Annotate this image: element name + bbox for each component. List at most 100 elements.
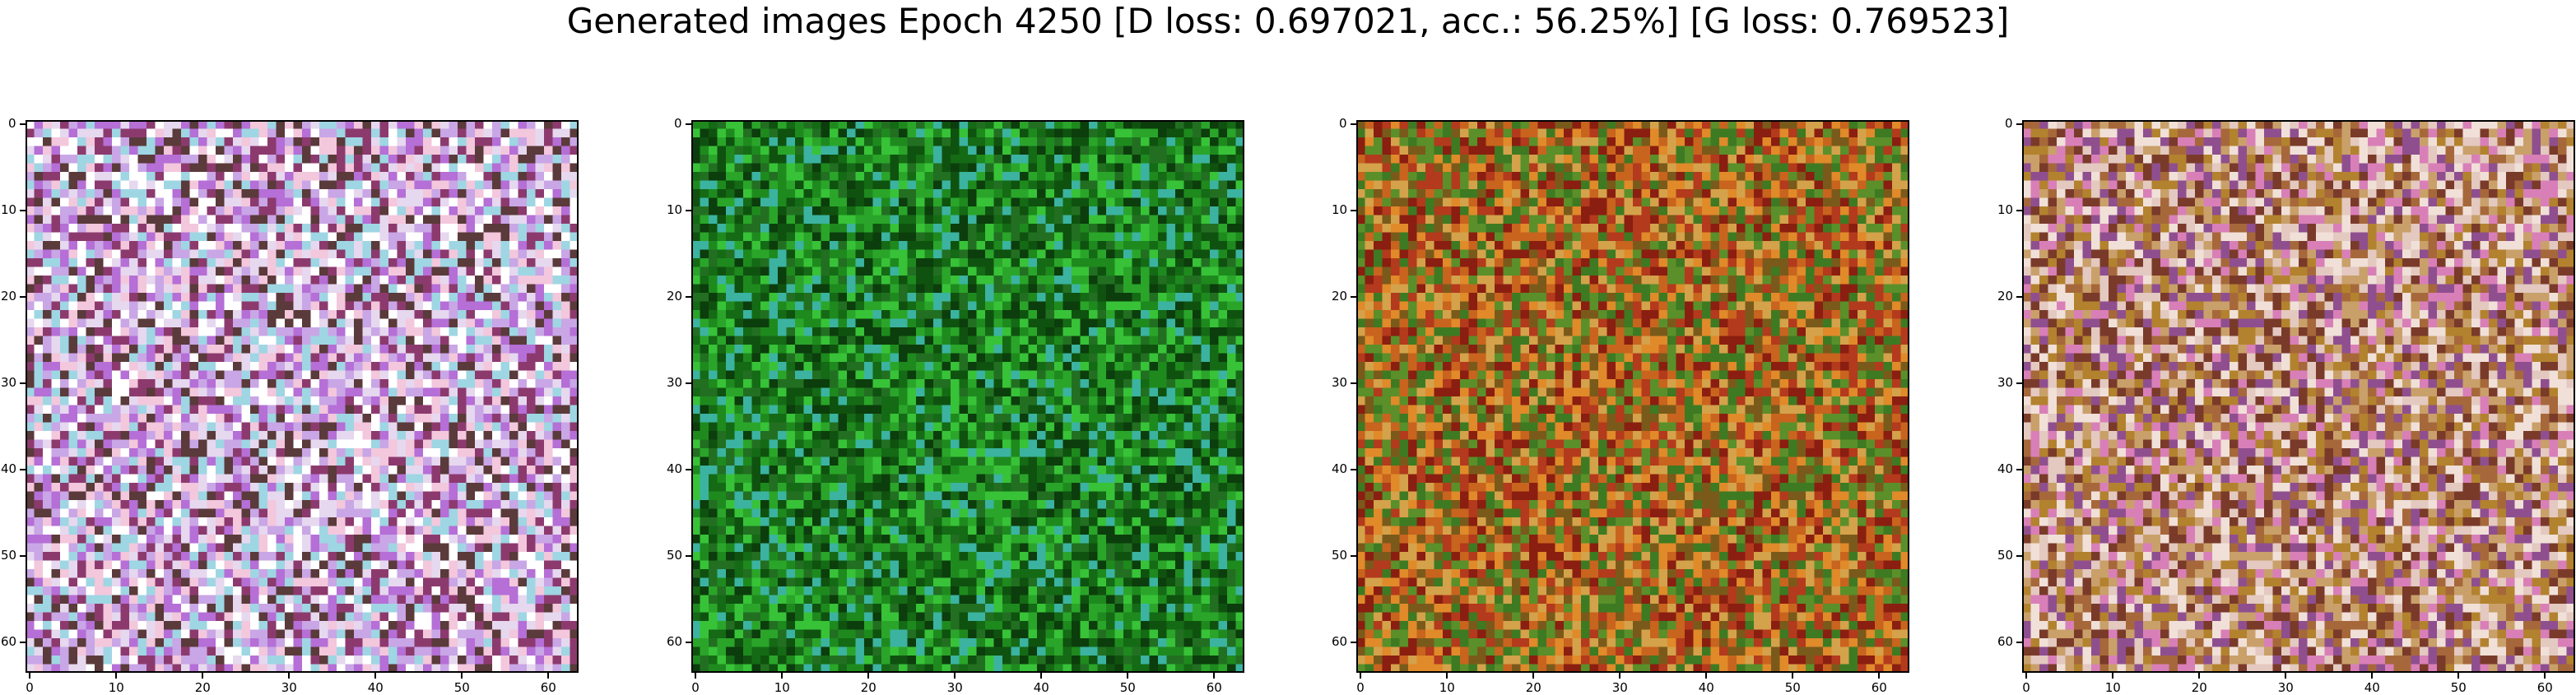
x-tick <box>1532 673 1535 679</box>
y-tick <box>20 382 26 385</box>
y-tick-label: 30 <box>1997 375 2014 391</box>
y-tick-label: 20 <box>1997 289 2014 304</box>
y-tick-label: 60 <box>1997 634 2014 650</box>
y-tick <box>20 210 26 212</box>
y-tick <box>1351 210 1356 212</box>
x-tick <box>2112 673 2114 679</box>
image-axes-3: 0 10 20 30 40 50 60 0 10 20 30 40 50 60 <box>1332 118 1909 694</box>
image-axes-1: 0 10 20 30 40 50 60 0 10 20 30 40 50 60 <box>1 118 579 694</box>
x-tick-label: 20 <box>860 680 876 695</box>
x-tick-label: 40 <box>1033 680 1049 695</box>
x-tick <box>867 673 870 679</box>
x-tick-label: 60 <box>2536 680 2553 695</box>
y-tick-label: 40 <box>667 461 683 477</box>
x-tick-label: 10 <box>2104 680 2121 695</box>
y-tick <box>686 382 691 385</box>
y-tick <box>686 296 691 299</box>
y-tick-label: 40 <box>1332 461 1348 477</box>
x-tick-label: 50 <box>1119 680 1136 695</box>
generated-image-3 <box>1356 120 1909 673</box>
y-tick-label: 10 <box>667 202 683 218</box>
x-tick <box>461 673 463 679</box>
x-tick-label: 30 <box>946 680 963 695</box>
y-tick <box>20 642 26 644</box>
y-tick-label: 20 <box>1332 289 1348 304</box>
y-tick-label: 10 <box>1 202 17 218</box>
x-tick-label: 60 <box>540 680 556 695</box>
y-tick-label: 10 <box>1332 202 1348 218</box>
x-tick <box>29 673 31 679</box>
x-tick <box>547 673 550 679</box>
chart-title: Generated images Epoch 4250 [D loss: 0.6… <box>566 1 2010 41</box>
y-tick <box>2016 210 2022 212</box>
y-tick-label: 40 <box>1 461 17 477</box>
y-tick <box>2016 382 2022 385</box>
y-tick-label: 0 <box>2005 116 2013 132</box>
y-tick-label: 50 <box>1 548 17 563</box>
x-tick-label: 50 <box>2450 680 2467 695</box>
y-tick-label: 60 <box>1 634 17 650</box>
x-tick-label: 0 <box>26 680 34 695</box>
y-tick <box>1351 469 1356 471</box>
y-tick-label: 0 <box>8 116 16 132</box>
x-tick-label: 0 <box>691 680 700 695</box>
y-tick <box>686 642 691 644</box>
y-tick-label: 50 <box>1997 548 2014 563</box>
y-tick <box>2016 123 2022 126</box>
generated-image-4 <box>2022 120 2575 673</box>
y-tick <box>1351 123 1356 126</box>
x-tick <box>1792 673 1794 679</box>
y-tick <box>686 123 691 126</box>
x-tick-label: 30 <box>2277 680 2294 695</box>
generated-image-2 <box>691 120 1244 673</box>
y-tick <box>1351 555 1356 558</box>
y-tick <box>2016 296 2022 299</box>
y-tick <box>20 469 26 471</box>
x-tick-label: 50 <box>1784 680 1801 695</box>
image-axes-2: 0 10 20 30 40 50 60 0 10 20 30 40 50 60 <box>667 118 1244 694</box>
y-tick-label: 30 <box>1332 375 1348 391</box>
x-tick-label: 20 <box>194 680 211 695</box>
y-tick-label: 10 <box>1997 202 2014 218</box>
x-tick-label: 0 <box>1356 680 1365 695</box>
y-tick-label: 20 <box>1 289 17 304</box>
x-tick-label: 10 <box>774 680 790 695</box>
x-tick-label: 0 <box>2022 680 2030 695</box>
x-tick-label: 20 <box>2191 680 2207 695</box>
x-tick <box>2544 673 2546 679</box>
y-tick <box>1351 642 1356 644</box>
x-tick <box>115 673 118 679</box>
y-tick <box>686 469 691 471</box>
y-tick <box>20 123 26 126</box>
x-tick-label: 30 <box>281 680 297 695</box>
y-tick <box>2016 469 2022 471</box>
x-tick <box>288 673 291 679</box>
x-tick <box>1040 673 1043 679</box>
x-tick-label: 60 <box>1206 680 1222 695</box>
x-tick-label: 40 <box>2364 680 2380 695</box>
y-tick <box>20 555 26 558</box>
x-tick <box>1360 673 1362 679</box>
y-tick <box>1351 296 1356 299</box>
x-tick <box>1127 673 1129 679</box>
y-tick-label: 30 <box>1 375 17 391</box>
x-tick <box>2025 673 2028 679</box>
x-tick <box>1213 673 1216 679</box>
x-tick-label: 10 <box>1439 680 1455 695</box>
x-tick <box>695 673 697 679</box>
x-tick <box>2457 673 2460 679</box>
y-tick-label: 30 <box>667 375 683 391</box>
y-tick-label: 60 <box>1332 634 1348 650</box>
y-tick-label: 0 <box>674 116 682 132</box>
y-tick <box>1351 382 1356 385</box>
x-tick <box>781 673 783 679</box>
y-tick <box>686 555 691 558</box>
x-tick <box>1878 673 1881 679</box>
y-tick <box>686 210 691 212</box>
y-tick-label: 0 <box>1339 116 1347 132</box>
y-tick-label: 20 <box>667 289 683 304</box>
x-tick-label: 10 <box>108 680 124 695</box>
x-tick-label: 40 <box>367 680 384 695</box>
x-tick <box>374 673 377 679</box>
x-tick-label: 50 <box>453 680 470 695</box>
